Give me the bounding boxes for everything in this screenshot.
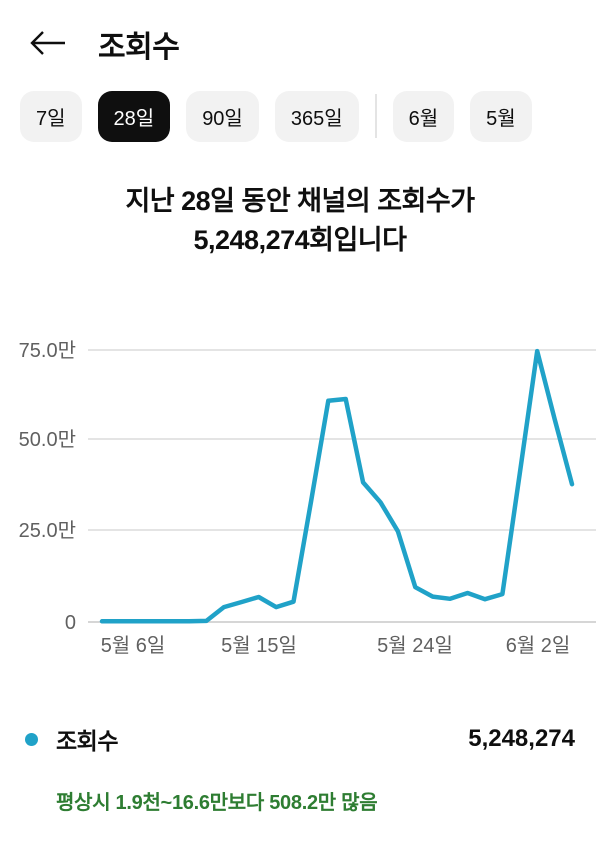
y-axis-tick: 25.0만: [19, 519, 76, 542]
x-axis-tick: 5월 6일: [101, 634, 166, 657]
chip-28-days[interactable]: 28일: [97, 90, 171, 142]
y-axis: 75.0만 50.0만 25.0만 0: [19, 339, 76, 634]
chip-month-june[interactable]: 6월: [392, 90, 455, 142]
chip-month-may[interactable]: 5월: [470, 90, 532, 142]
app-header: 조회수: [0, 0, 600, 66]
comparison-note: 평상시 1.9천~16.6만보다 508.2만 많음: [56, 792, 378, 814]
chart-headline: 지난 28일 동안 채널의 조회수가 5,248,274회입니다: [0, 182, 600, 260]
legend-series-value: 5,248,274: [468, 725, 575, 752]
chart-headline-line1: 지난 28일 동안 채널의 조회수가: [125, 186, 475, 216]
x-axis-tick: 5월 24일: [377, 634, 453, 657]
y-axis-tick: 50.0만: [19, 428, 76, 451]
x-axis-tick: 5월 15일: [221, 634, 297, 657]
chip-group-divider: [374, 94, 377, 138]
series-marker-dot: [25, 732, 38, 746]
legend-row: 조회수 5,248,274: [0, 722, 600, 756]
y-axis-tick: 75.0만: [19, 339, 76, 362]
chip-7-days[interactable]: 7일: [20, 90, 82, 142]
y-axis-tick: 0: [65, 612, 76, 634]
views-chart[interactable]: 75.0만 50.0만 25.0만 0 5월 6일 5월 15일 5월 24일 …: [0, 308, 600, 658]
period-filter-row: 7일 28일 90일 365일 6월 5월: [0, 90, 600, 142]
x-axis-tick: 6월 2일: [506, 634, 571, 657]
arrow-left-icon: [28, 28, 68, 61]
chip-90-days[interactable]: 90일: [186, 90, 259, 142]
views-line-series: [99, 348, 575, 624]
chart-headline-line2: 5,248,274회입니다: [193, 225, 407, 255]
chip-365-days[interactable]: 365일: [274, 90, 359, 142]
x-axis: 5월 6일 5월 15일 5월 24일 6월 2일: [101, 634, 571, 657]
back-button[interactable]: [28, 28, 68, 60]
page-title: 조회수: [98, 31, 180, 64]
legend-series-label: 조회수: [56, 728, 118, 754]
